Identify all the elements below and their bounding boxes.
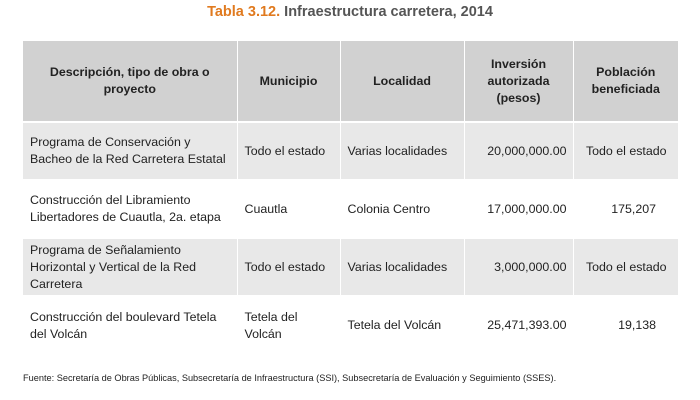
header-inversion: Inversión autorizada (pesos) [464,41,574,122]
cell-inversion: 17,000,000.00 [464,180,574,238]
cell-municipio: Todo el estado [237,238,341,296]
table-title: Tabla 3.12. Infraestructura carretera, 2… [0,4,700,20]
cell-descripcion: Programa de Conservación y Bacheo de la … [23,122,238,180]
header-poblacion: Población beneficiada [591,65,660,96]
cell-descripcion: Construcción del Libramiento Libertadore… [23,180,238,238]
table-header-row: Descripción, tipo de obra o proyecto Mun… [23,41,678,122]
cell-descripcion: Programa de Señalamiento Horizontal y Ve… [23,238,238,296]
cell-municipio: Tetela del Volcán [237,296,341,354]
cell-inversion: 3,000,000.00 [464,238,574,296]
cell-municipio: Cuautla [237,180,341,238]
infrastructure-table: Descripción, tipo de obra o proyecto Mun… [23,41,678,354]
cell-poblacion: 19,138 [618,318,656,332]
cell-inversion: 20,000,000.00 [464,122,574,180]
cell-inversion: 25,471,393.00 [464,296,574,354]
cell-localidad: Colonia Centro [340,180,465,238]
cell-poblacion: 175,207 [611,201,656,216]
cell-localidad: Varias localidades [340,238,465,296]
table-row: Programa de Conservación y Bacheo de la … [23,122,678,180]
cell-poblacion: Todo el estado [585,143,667,158]
table-title-text: Infraestructura carretera, 2014 [284,4,493,20]
table-number: Tabla 3.12. [207,4,281,20]
cell-poblacion: Todo el estado [585,259,667,274]
source-note: Fuente: Secretaría de Obras Públicas, Su… [23,373,557,383]
cell-localidad: Varias localidades [340,122,465,180]
header-descripcion: Descripción, tipo de obra o proyecto [23,41,238,122]
table-row: Programa de Señalamiento Horizontal y Ve… [23,238,678,296]
table-row: Construcción del boulevard Tetela del Vo… [23,296,678,354]
header-localidad: Localidad [340,41,465,122]
table-row: Construcción del Libramiento Libertadore… [23,180,678,238]
cell-localidad: Tetela del Volcán [340,296,465,354]
header-municipio: Municipio [237,41,341,122]
cell-municipio: Todo el estado [237,122,341,180]
cell-descripcion: Construcción del boulevard Tetela del Vo… [23,296,238,354]
